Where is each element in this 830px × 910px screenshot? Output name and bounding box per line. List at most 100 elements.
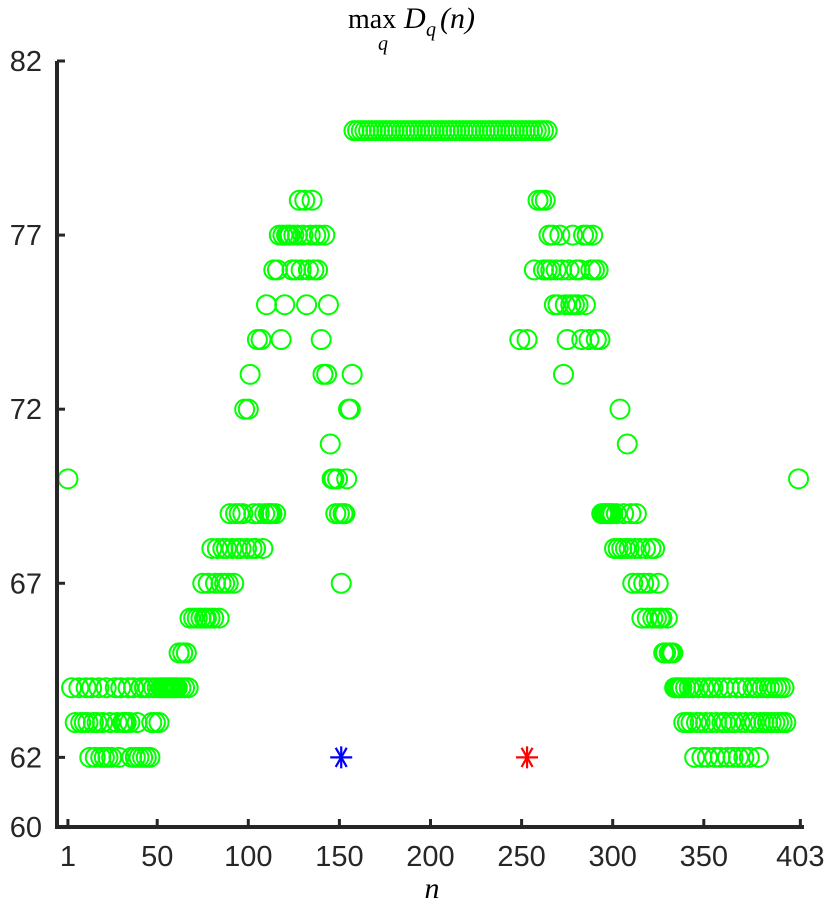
- data-point: [726, 677, 748, 699]
- data-point: [177, 677, 199, 699]
- x-tick-label: 350: [680, 841, 728, 873]
- data-point: [314, 224, 336, 246]
- data-point: [613, 503, 635, 525]
- data-point: [223, 572, 245, 594]
- data-point: [733, 746, 755, 768]
- data-point: [245, 537, 267, 559]
- data-point: [327, 468, 349, 490]
- x-axis-label: n: [425, 872, 440, 905]
- data-point: [729, 712, 751, 734]
- data-point: [738, 746, 760, 768]
- data-point: [693, 677, 715, 699]
- title-operator: max: [348, 4, 396, 35]
- data-point: [680, 712, 702, 734]
- data-point: [101, 746, 123, 768]
- data-point: [117, 677, 139, 699]
- x-tick-label: 200: [406, 841, 454, 873]
- data-point: [308, 224, 330, 246]
- data-point: [239, 363, 261, 385]
- data-point: [700, 712, 722, 734]
- plot-area: [57, 120, 810, 769]
- data-point: [256, 294, 278, 316]
- data-point: [556, 329, 578, 351]
- data-point: [545, 259, 567, 281]
- data-point: [547, 294, 569, 316]
- x-tick-label: 100: [224, 841, 272, 873]
- data-point: [77, 712, 99, 734]
- data-point: [221, 537, 243, 559]
- data-point: [106, 712, 128, 734]
- data-point: [616, 433, 638, 455]
- data-point: [627, 572, 649, 594]
- data-point: [775, 712, 797, 734]
- x-tick-label: 250: [497, 841, 545, 873]
- data-point: [341, 363, 363, 385]
- data-point: [307, 259, 329, 281]
- data-point: [232, 503, 254, 525]
- data-point: [274, 294, 296, 316]
- data-point: [203, 607, 225, 629]
- asterisk-marker: [330, 746, 353, 769]
- data-point: [57, 468, 79, 490]
- x-tick-label: 1: [60, 841, 76, 873]
- y-tick-label: 62: [10, 742, 42, 774]
- data-point: [622, 572, 644, 594]
- data-point: [605, 503, 627, 525]
- data-point: [219, 503, 241, 525]
- data-point: [86, 712, 108, 734]
- data-point: [773, 677, 795, 699]
- data-point: [290, 259, 312, 281]
- data-point: [587, 259, 609, 281]
- data-point: [682, 677, 704, 699]
- data-point: [319, 433, 341, 455]
- data-point: [310, 329, 332, 351]
- data-point: [516, 329, 538, 351]
- data-point: [270, 329, 292, 351]
- data-point: [317, 294, 339, 316]
- data-point: [294, 189, 316, 211]
- data-point: [724, 712, 746, 734]
- title-argument: (n): [440, 2, 475, 35]
- x-tick-label: 150: [315, 841, 363, 873]
- data-point: [715, 712, 737, 734]
- data-point: [558, 259, 580, 281]
- data-point: [334, 503, 356, 525]
- x-tick-label: 50: [141, 841, 173, 873]
- data-point: [123, 677, 145, 699]
- data-point: [656, 607, 678, 629]
- data-point: [330, 572, 352, 594]
- data-point: [744, 712, 766, 734]
- data-point: [250, 329, 272, 351]
- data-point: [620, 503, 642, 525]
- data-point: [638, 572, 660, 594]
- data-point: [695, 712, 717, 734]
- data-point: [523, 259, 545, 281]
- data-point: [208, 607, 230, 629]
- y-tick-label: 82: [10, 46, 42, 78]
- data-point: [75, 677, 97, 699]
- chart-title: max q D q (n): [348, 2, 475, 55]
- data-point: [248, 503, 270, 525]
- data-point: [702, 677, 724, 699]
- data-point: [215, 537, 237, 559]
- data-point: [92, 712, 114, 734]
- asterisk-marker: [516, 746, 539, 769]
- data-point: [68, 677, 90, 699]
- title-symbol: D: [403, 2, 426, 35]
- data-point: [534, 189, 556, 211]
- data-point: [609, 398, 631, 420]
- data-point: [99, 712, 121, 734]
- data-point: [292, 224, 314, 246]
- title-symbol-subscript: q: [426, 19, 436, 41]
- data-point: [625, 503, 647, 525]
- data-point: [316, 363, 338, 385]
- data-point: [509, 329, 531, 351]
- data-point: [647, 572, 669, 594]
- data-point: [288, 189, 310, 211]
- data-point: [684, 746, 706, 768]
- data-point: [578, 329, 600, 351]
- data-point: [727, 746, 749, 768]
- data-point: [217, 572, 239, 594]
- data-point: [81, 677, 103, 699]
